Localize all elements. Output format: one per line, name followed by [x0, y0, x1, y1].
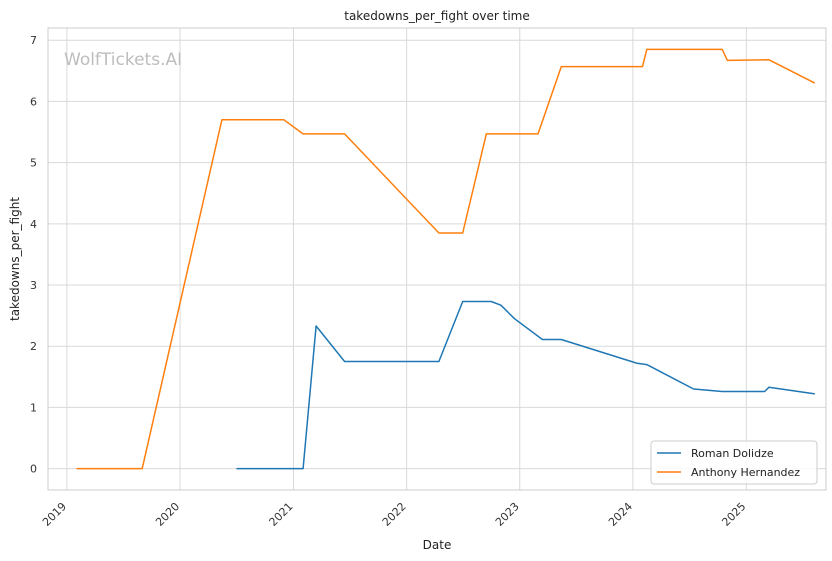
- x-tick-labels: 2019 2020 2021 2022 2023 2024 2025: [40, 500, 748, 529]
- x-tick-label: 2025: [719, 500, 748, 529]
- y-tick-label: 2: [30, 340, 37, 353]
- legend-box: [650, 440, 818, 485]
- series-lines: [76, 48, 816, 470]
- chart-title: takedowns_per_fight over time: [344, 9, 530, 23]
- y-tick-label: 6: [30, 95, 37, 108]
- x-tick-label: 2019: [40, 500, 69, 529]
- y-tick-labels: 0 1 2 3 4 5 6 7: [30, 34, 37, 475]
- grid: [48, 28, 826, 490]
- x-tick-label: 2023: [493, 500, 522, 529]
- watermark: WolfTickets.AI: [64, 50, 182, 70]
- y-axis-title: takedowns_per_fight: [8, 197, 22, 321]
- legend: Roman Dolidze Anthony Hernandez: [650, 440, 818, 485]
- x-tick-label: 2020: [153, 500, 182, 529]
- series-line-anthony-hernandez: [76, 48, 816, 470]
- y-tick-label: 4: [30, 218, 37, 231]
- y-tick-label: 1: [30, 401, 37, 414]
- plot-frame: [47, 27, 827, 491]
- legend-label: Anthony Hernandez: [691, 466, 800, 479]
- y-tick-label: 5: [30, 157, 37, 170]
- series-line-roman-dolidze: [236, 300, 815, 470]
- y-tick-label: 0: [30, 463, 37, 476]
- legend-label: Roman Dolidze: [691, 447, 774, 460]
- y-tick-label: 7: [30, 34, 37, 47]
- x-axis-title: Date: [423, 538, 452, 552]
- x-tick-label: 2021: [267, 500, 296, 529]
- x-tick-label: 2024: [606, 500, 635, 529]
- x-tick-label: 2022: [380, 500, 409, 529]
- y-tick-label: 3: [30, 279, 37, 292]
